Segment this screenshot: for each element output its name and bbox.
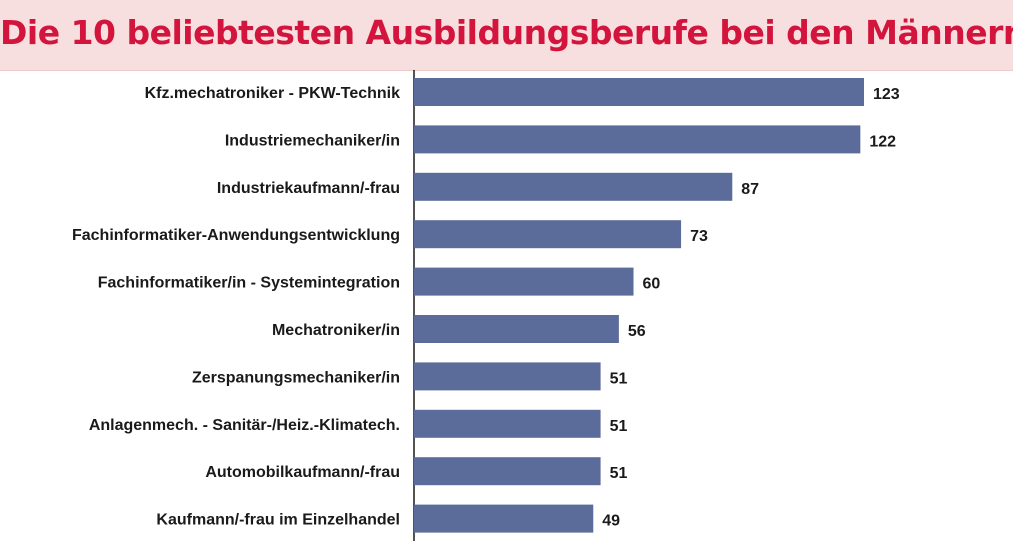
bar [414, 315, 619, 343]
value-label: 73 [690, 228, 708, 245]
bar [414, 125, 861, 154]
category-label: Kfz.mechatroniker - PKW-Technik [145, 85, 401, 102]
category-label: Industriemechaniker/in [225, 132, 400, 149]
category-label: Industriekaufmann/-frau [217, 180, 400, 197]
value-label: 122 [869, 133, 896, 150]
category-label: Kaufmann/-frau im Einzelhandel [156, 512, 400, 529]
value-label: 87 [741, 181, 759, 198]
category-label: Zerspanungsmechaniker/in [192, 369, 400, 386]
bar [414, 457, 601, 486]
bar [414, 220, 682, 249]
value-label: 51 [610, 418, 628, 435]
bar [414, 172, 733, 201]
bar [414, 409, 601, 438]
value-label: 49 [602, 513, 620, 530]
bar [414, 362, 601, 391]
category-label: Fachinformatiker-Anwendungsentwicklung [72, 227, 400, 244]
category-label: Fachinformatiker/in - Systemintegration [98, 275, 400, 292]
title-band [0, 0, 1013, 71]
value-label: 51 [610, 465, 628, 482]
value-label: 51 [610, 370, 628, 387]
value-label: 56 [628, 323, 646, 340]
bar [414, 504, 594, 533]
category-label: Anlagenmech. - Sanitär-/Heiz.-Klimatech. [89, 417, 400, 434]
value-label: 60 [643, 276, 661, 293]
chart-title: Die 10 beliebtesten Ausbildungsberufe be… [0, 13, 1013, 52]
bar [414, 267, 634, 296]
bar [414, 78, 864, 106]
category-label: Mechatroniker/in [272, 322, 400, 339]
category-label: Automobilkaufmann/-frau [205, 464, 400, 481]
value-label: 123 [873, 86, 900, 103]
